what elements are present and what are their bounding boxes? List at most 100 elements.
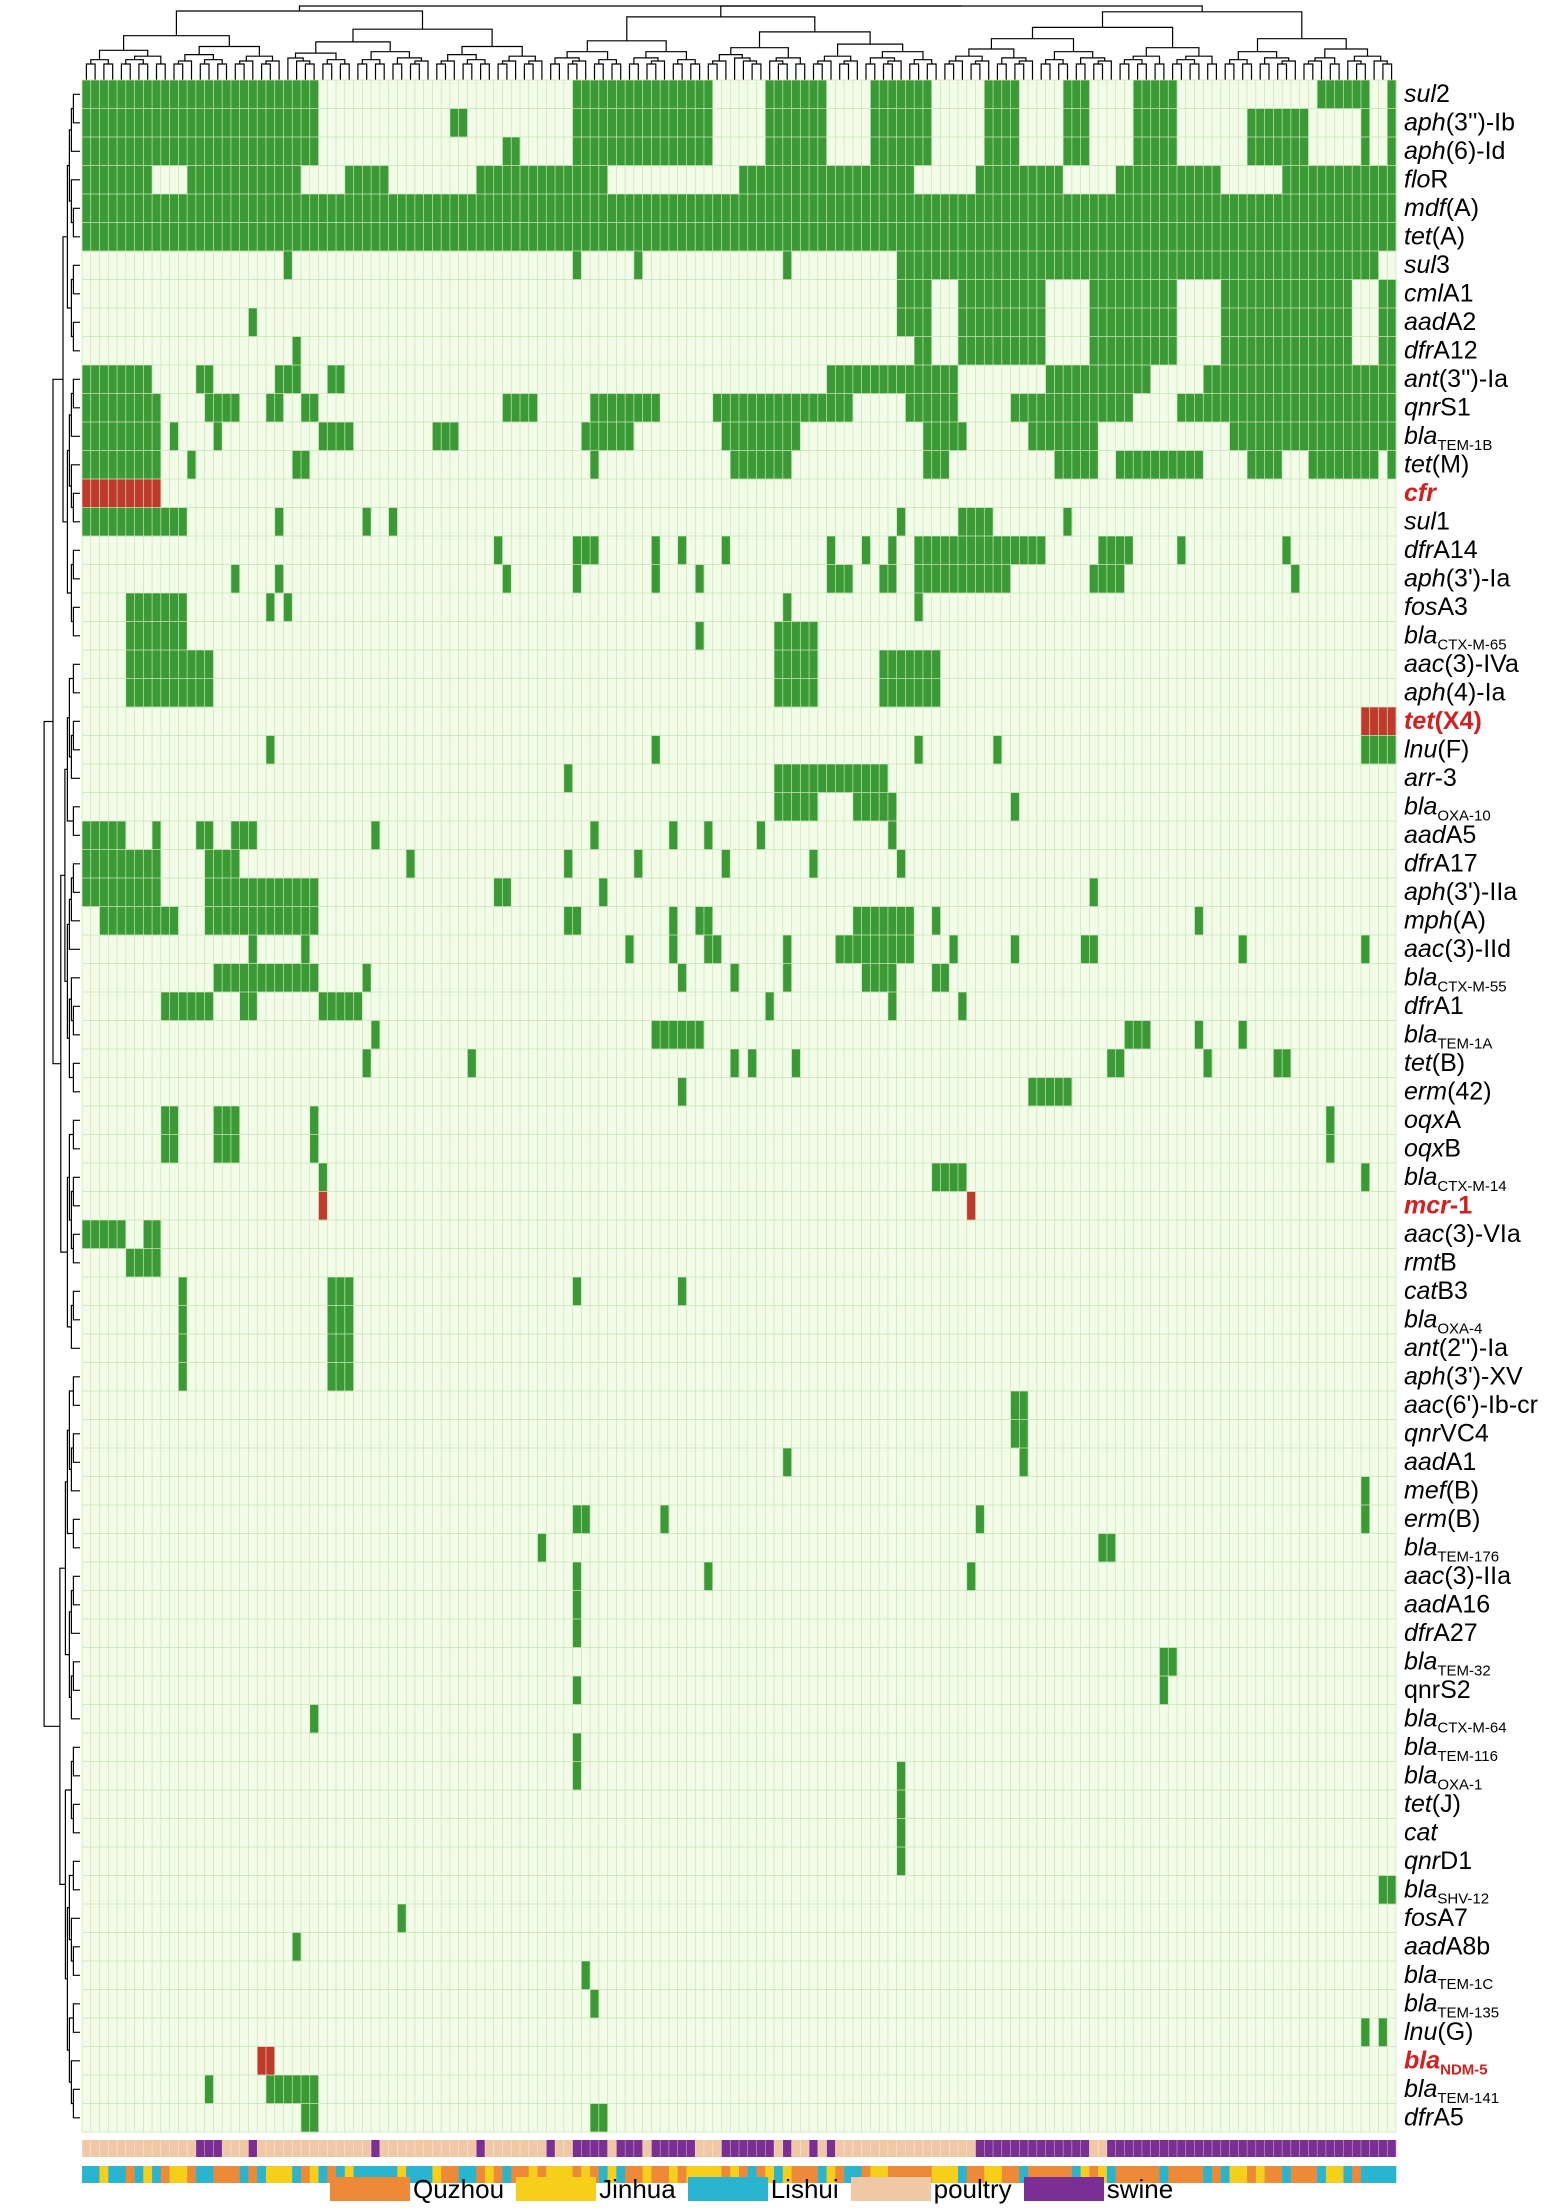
heatmap-cell bbox=[966, 194, 976, 223]
region-segment bbox=[484, 2166, 495, 2183]
heatmap-cell bbox=[309, 80, 319, 109]
heatmap-cell bbox=[782, 222, 792, 252]
heatmap-cell bbox=[1133, 450, 1143, 480]
heatmap-cell bbox=[730, 422, 740, 451]
heatmap-cell bbox=[922, 450, 933, 480]
heatmap-cell bbox=[160, 992, 170, 1021]
heatmap-cell bbox=[896, 650, 906, 679]
heatmap-cell bbox=[887, 108, 897, 138]
gene-label-suffix: A bbox=[1444, 1106, 1461, 1134]
heatmap-cell bbox=[152, 821, 162, 850]
heatmap-cell bbox=[984, 194, 994, 223]
heatmap-cell bbox=[1290, 165, 1300, 195]
heatmap-cell bbox=[1089, 935, 1099, 964]
heatmap-cell bbox=[301, 80, 311, 109]
heatmap-cell bbox=[1028, 393, 1038, 423]
heatmap-cell bbox=[730, 963, 740, 993]
heatmap-cell bbox=[1036, 251, 1046, 280]
heatmap-cell bbox=[677, 1020, 687, 1050]
heatmap-cell bbox=[1387, 165, 1397, 195]
heatmap-cell bbox=[169, 422, 179, 451]
heatmap-grid bbox=[81, 79, 1397, 2133]
heatmap-cell bbox=[117, 108, 127, 138]
heatmap-cell bbox=[222, 1134, 232, 1164]
host-segment-poultry bbox=[695, 2140, 722, 2157]
heatmap-cell bbox=[922, 365, 933, 394]
dendrogram-link bbox=[466, 59, 486, 64]
heatmap-cell bbox=[160, 194, 170, 223]
heatmap-cell bbox=[870, 365, 880, 394]
heatmap-cell bbox=[1115, 279, 1125, 309]
heatmap-cell bbox=[887, 564, 897, 594]
heatmap-cell bbox=[931, 365, 941, 394]
heatmap-cell bbox=[572, 1505, 582, 1534]
gene-label-suffix: A12 bbox=[1433, 337, 1477, 365]
heatmap-cell bbox=[870, 764, 880, 793]
heatmap-cell bbox=[1247, 222, 1257, 252]
heatmap-cell bbox=[686, 80, 696, 109]
heatmap-cell bbox=[1089, 279, 1099, 309]
dendrogram-link bbox=[1058, 63, 1069, 80]
heatmap-cell bbox=[248, 963, 258, 993]
heatmap-cell bbox=[1028, 1077, 1038, 1107]
dendrogram-link bbox=[72, 1661, 80, 1691]
heatmap-cell bbox=[327, 194, 337, 223]
heatmap-cell bbox=[922, 308, 933, 337]
heatmap-cell bbox=[581, 194, 591, 223]
heatmap-cell bbox=[642, 194, 652, 223]
heatmap-cell bbox=[896, 1847, 906, 1876]
heatmap-cell bbox=[1273, 222, 1283, 252]
heatmap-cell bbox=[563, 165, 573, 195]
gene-label-italic: mdf bbox=[1404, 194, 1449, 222]
heatmap-cell bbox=[1054, 365, 1064, 394]
region-segment bbox=[835, 2166, 845, 2183]
heatmap-cell bbox=[1238, 194, 1248, 223]
heatmap-cell bbox=[90, 222, 100, 252]
heatmap-cell bbox=[239, 108, 249, 138]
heatmap-cell bbox=[222, 222, 232, 252]
heatmap-cell bbox=[1124, 222, 1134, 252]
heatmap-cell bbox=[1124, 251, 1134, 280]
heatmap-cell bbox=[292, 365, 302, 394]
heatmap-cell bbox=[1387, 194, 1397, 223]
gene-label: blaNDM-5 bbox=[1404, 2047, 1488, 2079]
heatmap-cell bbox=[178, 137, 188, 166]
heatmap-cell bbox=[1378, 222, 1388, 252]
heatmap-cell bbox=[230, 222, 240, 252]
heatmap-cell bbox=[1185, 194, 1195, 223]
dendrogram-link bbox=[990, 38, 1075, 52]
heatmap-cell bbox=[1273, 422, 1283, 451]
heatmap-cell bbox=[336, 1362, 346, 1392]
region-segment bbox=[1115, 2166, 1125, 2183]
dendrogram-link bbox=[72, 1946, 80, 1976]
heatmap-cell bbox=[222, 849, 232, 879]
heatmap-cell bbox=[791, 165, 801, 195]
region-segment bbox=[1317, 2166, 1327, 2183]
heatmap-cell bbox=[1317, 308, 1327, 337]
heatmap-cell bbox=[686, 108, 696, 138]
heatmap-cell bbox=[852, 935, 862, 964]
gene-label-suffix: A16 bbox=[1446, 1591, 1490, 1619]
heatmap-cell bbox=[896, 678, 906, 708]
heatmap-cell bbox=[774, 165, 784, 195]
heatmap-cell bbox=[125, 479, 135, 508]
heatmap-cell bbox=[782, 963, 792, 993]
heatmap-cell bbox=[896, 279, 906, 309]
heatmap-cell bbox=[152, 1248, 162, 1278]
heatmap-cell bbox=[344, 165, 354, 195]
gene-label: aph(6)-Id bbox=[1404, 137, 1505, 165]
heatmap-cell bbox=[1264, 251, 1274, 280]
gene-label-suffix: VC4 bbox=[1440, 1420, 1489, 1448]
heatmap-cell bbox=[712, 393, 722, 423]
heatmap-cell bbox=[99, 422, 109, 451]
heatmap-cell bbox=[914, 678, 924, 708]
heatmap-cell bbox=[265, 2046, 276, 2076]
heatmap-cell bbox=[966, 1191, 976, 1221]
heatmap-cell bbox=[301, 935, 311, 964]
heatmap-cell bbox=[108, 422, 118, 451]
heatmap-cell bbox=[896, 222, 906, 252]
heatmap-cell bbox=[1036, 422, 1046, 451]
heatmap-cell bbox=[1325, 1106, 1335, 1135]
dendrogram-link bbox=[326, 59, 346, 64]
heatmap-cell bbox=[739, 450, 749, 480]
